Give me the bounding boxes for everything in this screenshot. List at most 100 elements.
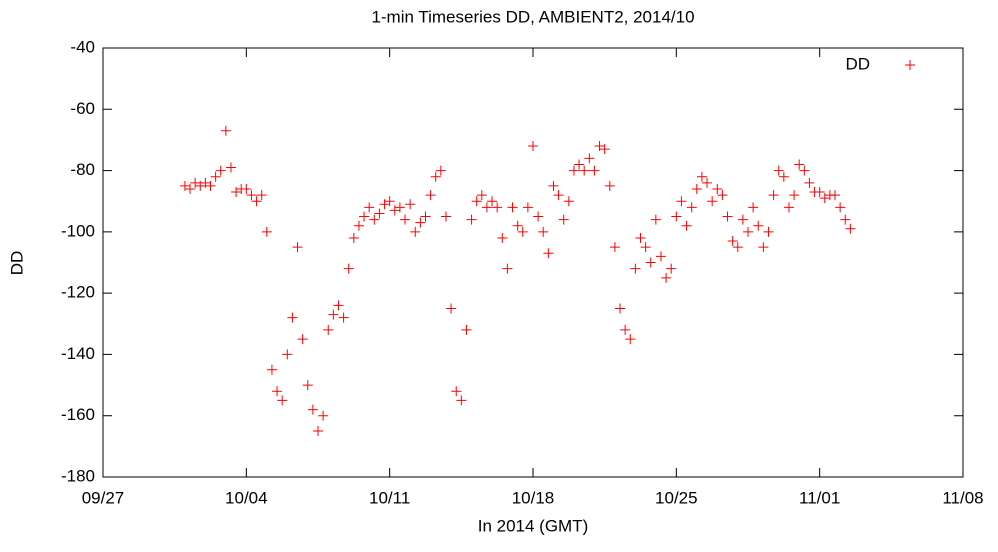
data-point — [256, 190, 267, 201]
data-point — [348, 232, 359, 243]
data-point — [814, 187, 825, 198]
data-point — [666, 263, 677, 274]
data-point — [584, 153, 595, 164]
data-point — [446, 303, 457, 314]
data-point — [727, 236, 738, 247]
data-point — [845, 223, 856, 234]
data-point — [389, 205, 400, 216]
data-point — [574, 159, 585, 170]
data-point — [277, 395, 288, 406]
data-point — [717, 190, 728, 201]
data-point — [195, 180, 206, 191]
data-point — [737, 214, 748, 225]
data-point — [517, 226, 528, 237]
data-point — [686, 202, 697, 213]
data-point — [379, 199, 390, 210]
data-point — [323, 324, 334, 335]
data-point — [261, 226, 272, 237]
data-point — [763, 226, 774, 237]
data-point — [533, 211, 544, 222]
x-tick-label: 10/18 — [512, 488, 555, 507]
data-point — [205, 180, 216, 191]
data-point — [476, 190, 487, 201]
data-point — [210, 171, 221, 182]
data-point — [830, 190, 841, 201]
data-point — [778, 171, 789, 182]
data-point — [789, 190, 800, 201]
data-point — [410, 226, 421, 237]
data-point — [753, 220, 764, 231]
x-tick-label: 11/01 — [799, 488, 840, 507]
data-point — [604, 180, 615, 191]
data-point — [364, 202, 375, 213]
data-point — [794, 159, 805, 170]
data-point — [528, 141, 538, 152]
data-point — [835, 202, 846, 213]
data-point — [430, 171, 441, 182]
data-point — [266, 364, 277, 375]
data-point — [200, 177, 211, 188]
data-point — [359, 211, 370, 222]
data-point — [487, 196, 498, 207]
x-tick-label: 09/27 — [82, 488, 125, 507]
data-point — [420, 211, 431, 222]
data-point — [804, 177, 815, 188]
data-point — [558, 214, 569, 225]
data-point — [282, 349, 293, 360]
data-point — [671, 211, 682, 222]
data-point — [743, 226, 753, 237]
y-axis-label: DD — [7, 251, 26, 276]
data-point — [456, 395, 467, 406]
data-point — [492, 202, 503, 213]
data-point — [553, 190, 564, 201]
data-point — [768, 190, 779, 201]
data-point — [297, 334, 308, 345]
data-point — [676, 196, 687, 207]
data-point — [563, 196, 574, 207]
data-point — [220, 125, 231, 136]
data-point — [179, 180, 190, 191]
data-point — [732, 242, 743, 253]
data-point — [538, 226, 549, 237]
data-point — [251, 196, 262, 207]
data-point — [691, 183, 702, 194]
data-point — [405, 199, 416, 210]
data-point — [394, 202, 405, 213]
data-point — [272, 386, 283, 397]
legend-marker — [905, 60, 915, 70]
y-tick-label: -60 — [70, 99, 95, 118]
data-point — [440, 211, 451, 222]
data-point — [783, 202, 794, 213]
data-point — [461, 324, 472, 335]
data-point — [650, 214, 661, 225]
data-point — [343, 263, 354, 274]
data-point — [384, 196, 395, 207]
data-point — [707, 196, 718, 207]
data-point — [369, 214, 380, 225]
data-point — [466, 214, 477, 225]
data-point — [287, 312, 298, 323]
y-tick-label: -140 — [61, 344, 95, 363]
y-tick-label: -80 — [70, 160, 95, 179]
data-point — [451, 386, 462, 397]
y-tick-label: -120 — [61, 283, 95, 302]
data-point — [630, 263, 641, 274]
data-point — [609, 242, 620, 253]
data-point — [246, 190, 257, 201]
data-point — [292, 242, 303, 253]
data-point — [241, 183, 252, 194]
data-point — [502, 263, 513, 274]
data-point — [799, 165, 810, 176]
data-point — [225, 162, 236, 173]
data-point — [425, 190, 436, 201]
data-point — [497, 232, 508, 243]
data-point — [615, 303, 626, 314]
data-point — [231, 187, 242, 198]
data-point — [599, 144, 610, 155]
data-point — [645, 257, 656, 268]
data-point — [640, 242, 651, 253]
data-point — [722, 211, 733, 222]
y-tick-label: -100 — [61, 221, 95, 240]
data-point — [328, 309, 339, 320]
